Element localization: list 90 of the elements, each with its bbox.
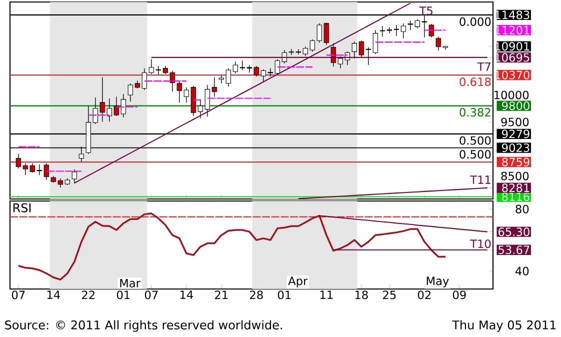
candlestick — [372, 30, 378, 54]
y-tick-label: 10000 — [494, 90, 529, 100]
candlestick — [302, 46, 308, 56]
candlestick — [58, 178, 63, 188]
candlestick — [226, 68, 231, 88]
x-tick-label: 07 — [12, 290, 25, 300]
candlestick — [22, 162, 28, 176]
x-tick-label: 07 — [144, 290, 158, 300]
y-tick-label: 10695 — [495, 53, 530, 62]
annotation: T5 — [419, 6, 432, 16]
candlestick — [16, 154, 21, 169]
y-tick-label: 8759 — [502, 158, 530, 166]
candlestick — [92, 96, 98, 124]
candlestick — [114, 96, 119, 116]
candlestick — [380, 26, 385, 38]
candlestick — [184, 86, 189, 103]
y-tick-label: 8281 — [502, 184, 530, 192]
x-tick-label: 25 — [383, 290, 396, 300]
y-tick-label: 8116 — [502, 192, 530, 202]
annotation: 0.382 — [460, 108, 490, 117]
candlestick — [428, 24, 434, 38]
annotation: Apr — [288, 276, 308, 288]
candlestick — [30, 162, 35, 173]
annotation: T7 — [477, 62, 490, 71]
y-tick-label: 10370 — [495, 70, 530, 80]
candlestick — [170, 70, 175, 92]
candlestick — [148, 58, 154, 74]
candlestick — [156, 66, 161, 76]
x-tick-label: 01 — [116, 290, 130, 300]
candlestick — [176, 80, 182, 103]
x-tick-label: 22 — [82, 290, 94, 300]
y-tick-label: 8500 — [501, 172, 529, 180]
candlestick — [400, 22, 406, 39]
y-tick-label: 10901 — [495, 42, 530, 51]
candlestick — [100, 77, 105, 122]
candlestick — [338, 56, 343, 69]
candlestick — [352, 41, 357, 59]
candlestick — [316, 22, 322, 43]
annotation: 0.000 — [460, 17, 491, 26]
candlestick — [358, 40, 364, 58]
y-tick-label: 11201 — [495, 26, 530, 34]
y-tick-label: 40 — [515, 266, 529, 276]
annotation: Mar — [120, 278, 140, 288]
y-tick-label: 9279 — [502, 130, 530, 138]
candlestick — [36, 164, 42, 176]
source-note: Source: © 2011 All rights reserved worldwide. — [5, 320, 282, 332]
candlestick — [408, 20, 413, 30]
candlestick — [232, 61, 238, 74]
x-tick-label: 01 — [278, 290, 291, 300]
x-tick-label: 21 — [215, 290, 228, 300]
annotation: 0.618 — [460, 77, 491, 86]
annotation: 0.500 — [460, 150, 491, 159]
candlestick — [366, 46, 371, 66]
candlestick — [324, 22, 329, 46]
candlestick — [260, 69, 266, 82]
x-tick-label: 28 — [250, 290, 263, 300]
annotation: T11 — [470, 176, 490, 184]
candlestick — [310, 38, 315, 52]
candlestick — [240, 60, 245, 70]
y-tick-label: 9500 — [501, 118, 529, 126]
candlestick — [436, 36, 441, 51]
candlestick — [204, 84, 210, 117]
y-tick-label: 80 — [516, 204, 529, 214]
annotation: T10 — [470, 239, 491, 248]
candlestick — [44, 162, 49, 180]
x-tick-label: 11 — [320, 290, 333, 299]
candlestick — [142, 68, 147, 90]
candlestick — [274, 58, 280, 76]
text: Thu May 05 2011 — [452, 320, 556, 332]
y-tick-label: 53.67 — [498, 246, 530, 254]
x-tick-label: 18 — [355, 290, 368, 300]
candlestick — [120, 94, 126, 118]
candlestick — [128, 82, 133, 102]
candlestick — [212, 77, 217, 97]
candlestick — [254, 66, 259, 77]
x-tick-label: 09 — [452, 290, 466, 300]
candlestick — [106, 98, 112, 122]
candlestick — [394, 24, 399, 36]
candlestick — [198, 98, 203, 119]
y-tick-label: 11483 — [495, 10, 530, 20]
annotation: 0.500 — [460, 136, 491, 145]
x-tick-label: 14 — [180, 290, 193, 299]
y-tick-label: 65.30 — [498, 228, 530, 236]
chart-title: RSI — [13, 203, 31, 212]
y-tick-label: 9800 — [502, 102, 530, 110]
y-tick-label: 9023 — [502, 143, 530, 152]
x-tick-label: 02 — [418, 290, 430, 300]
annotation: May — [426, 276, 449, 288]
candlestick — [72, 169, 77, 184]
x-tick-label: 14 — [47, 290, 60, 299]
